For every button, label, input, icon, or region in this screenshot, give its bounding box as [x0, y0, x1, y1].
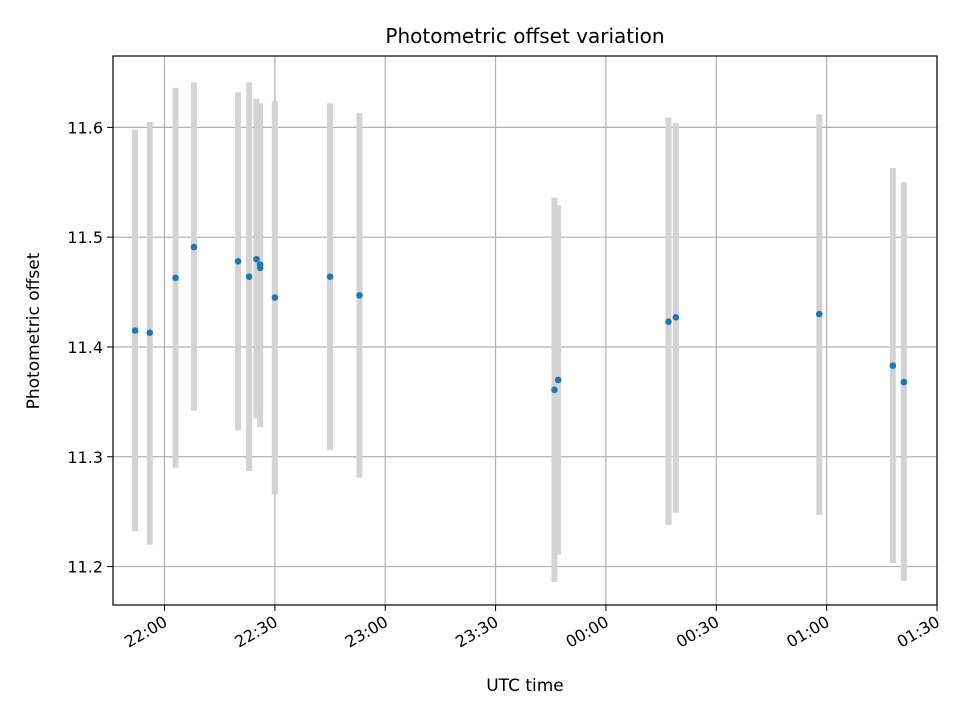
data-point: [146, 329, 154, 336]
data-point: [245, 273, 253, 280]
data-point: [356, 292, 363, 299]
data-point: [234, 258, 242, 265]
data-point: [253, 255, 260, 263]
y-axis-label: Photometric offset: [24, 252, 44, 409]
data-point: [665, 318, 672, 326]
y-tick-label: 11.6: [67, 118, 103, 137]
x-axis-label: UTC time: [486, 676, 564, 696]
data-point: [551, 386, 558, 394]
data-point: [900, 378, 908, 386]
data-point: [815, 310, 823, 318]
chart-title: Photometric offset variation: [385, 24, 664, 48]
data-point: [131, 327, 139, 334]
data-point: [672, 314, 680, 321]
y-axis-ticks: 11.2 11.3 11.4 11.5 11.6: [67, 118, 113, 577]
y-tick-label: 11.5: [67, 228, 103, 247]
data-point: [554, 376, 562, 384]
data-point: [190, 243, 198, 251]
data-point: [172, 274, 179, 282]
y-tick-label: 11.3: [67, 448, 103, 467]
data-point: [271, 294, 279, 301]
y-tick-label: 11.2: [67, 558, 103, 577]
data-point: [326, 273, 334, 280]
y-tick-label: 11.4: [67, 338, 103, 357]
data-point: [256, 264, 264, 272]
data-point: [889, 362, 897, 369]
data-points: [131, 243, 908, 394]
plot-frame: [112, 55, 938, 606]
